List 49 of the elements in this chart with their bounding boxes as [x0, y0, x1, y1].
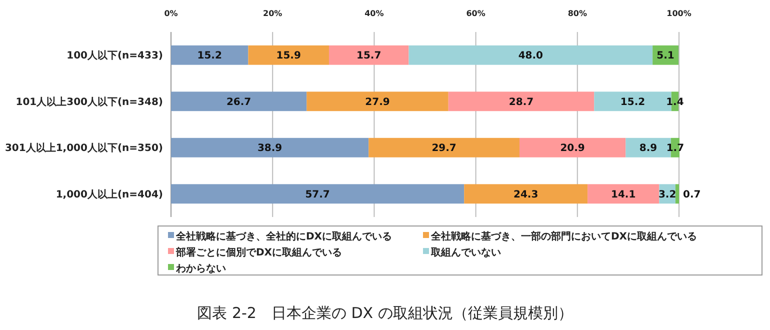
legend-label: 全社戦略に基づき、全社的にDXに取組んでいる: [175, 230, 392, 242]
bar: [368, 138, 520, 158]
x-tick-label: 80%: [568, 9, 587, 18]
x-tick-label: 60%: [466, 9, 486, 18]
legend-label: 取組んでいない: [430, 246, 501, 258]
data-label: 15.2: [620, 96, 646, 108]
text: 図表 2-2 日本企業の DX の取組状況（従業員規模別）: [197, 304, 573, 322]
bar: [588, 184, 660, 204]
x-tick-label: 0%: [164, 9, 178, 18]
bar: [171, 92, 307, 112]
legend-label: 全社戦略に基づき、一部の部門においてDXに取組んでいる: [430, 230, 698, 242]
bar: [306, 92, 448, 112]
bar: [171, 184, 464, 204]
data-label: 24.3: [513, 189, 538, 200]
y-tick-label: 101人以上300人以下(n=348): [16, 96, 163, 108]
data-label: 15.7: [356, 50, 382, 62]
bar: [328, 45, 409, 65]
data-label: 38.9: [257, 143, 282, 154]
bar: [464, 184, 588, 204]
legend-label: わからない: [175, 264, 226, 274]
bar: [519, 138, 626, 158]
data-label: 48.0: [518, 50, 544, 62]
data-label: 3.2: [658, 189, 676, 200]
x-tick-label: 100%: [666, 9, 692, 18]
legend-label: 部署ごとに個別でDXに取組んでいる: [175, 246, 342, 258]
data-label: 57.7: [305, 189, 330, 200]
data-label: 20.9: [560, 143, 585, 154]
data-label: 15.9: [276, 50, 301, 62]
data-label: 0.7: [683, 189, 701, 200]
y-tick-label: 100人以下(n=433): [66, 50, 163, 62]
bar: [248, 45, 329, 65]
bar: [171, 138, 369, 158]
bar: [171, 45, 248, 65]
data-label: 27.9: [365, 96, 390, 108]
y-tick-label: 301人以上1,000人以下(n=350): [4, 142, 163, 154]
data-label: 14.1: [611, 189, 636, 200]
data-label: 28.7: [508, 96, 534, 108]
y-tick-label: 1,000人以上(n=404): [56, 188, 163, 200]
data-label: 1.4: [666, 96, 684, 108]
data-label: 26.7: [226, 96, 252, 108]
data-label: 5.1: [656, 50, 674, 62]
bar: [408, 45, 653, 65]
x-tick-label: 20%: [263, 9, 282, 18]
bar: [675, 184, 679, 204]
bar: [448, 92, 594, 112]
x-tick-label: 40%: [364, 9, 384, 18]
data-label: 15.2: [197, 50, 222, 62]
data-label: 8.9: [639, 143, 658, 154]
data-label: 29.7: [432, 143, 456, 154]
